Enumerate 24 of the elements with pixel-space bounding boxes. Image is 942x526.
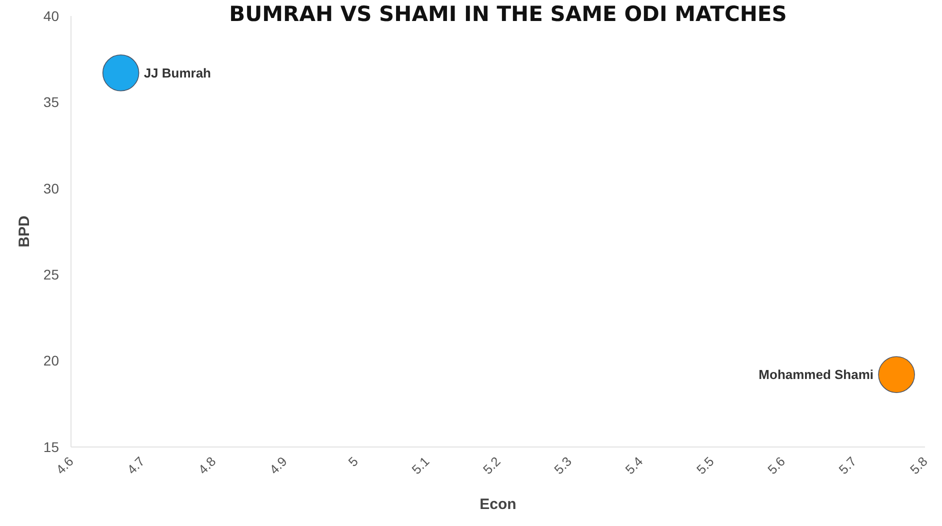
x-tick-label: 5.1 bbox=[408, 454, 432, 478]
series-label: JJ Bumrah bbox=[144, 65, 212, 80]
y-tick-label: 20 bbox=[43, 352, 60, 369]
chart-title: BUMRAH VS SHAMI IN THE SAME ODI MATCHES bbox=[229, 2, 787, 26]
x-tick-label: 5.2 bbox=[480, 454, 504, 478]
x-axis-title: Econ bbox=[480, 496, 516, 513]
y-tick-label: 30 bbox=[43, 180, 60, 196]
x-tick-label: 4.9 bbox=[266, 454, 290, 478]
x-tick-label: 5.4 bbox=[622, 454, 646, 478]
y-tick-label: 15 bbox=[43, 438, 60, 455]
y-tick-label: 25 bbox=[43, 266, 60, 282]
x-tick-label: 4.6 bbox=[52, 454, 76, 478]
series-label: Mohammed Shami bbox=[758, 367, 874, 382]
x-tick-label: 5.7 bbox=[836, 454, 860, 478]
y-tick-label: 40 bbox=[43, 8, 60, 24]
x-tick-label: 5.6 bbox=[764, 454, 788, 478]
x-tick-label: 4.8 bbox=[195, 454, 219, 478]
x-tick-label: 4.7 bbox=[124, 454, 148, 478]
y-axis-title: BPD bbox=[16, 216, 33, 248]
x-tick-label: 5 bbox=[345, 454, 362, 470]
x-tick-label: 5.3 bbox=[551, 454, 575, 478]
x-tick-label: 5.8 bbox=[906, 454, 930, 478]
x-tick-label: 5.5 bbox=[693, 454, 717, 478]
y-tick-label: 35 bbox=[43, 94, 60, 110]
